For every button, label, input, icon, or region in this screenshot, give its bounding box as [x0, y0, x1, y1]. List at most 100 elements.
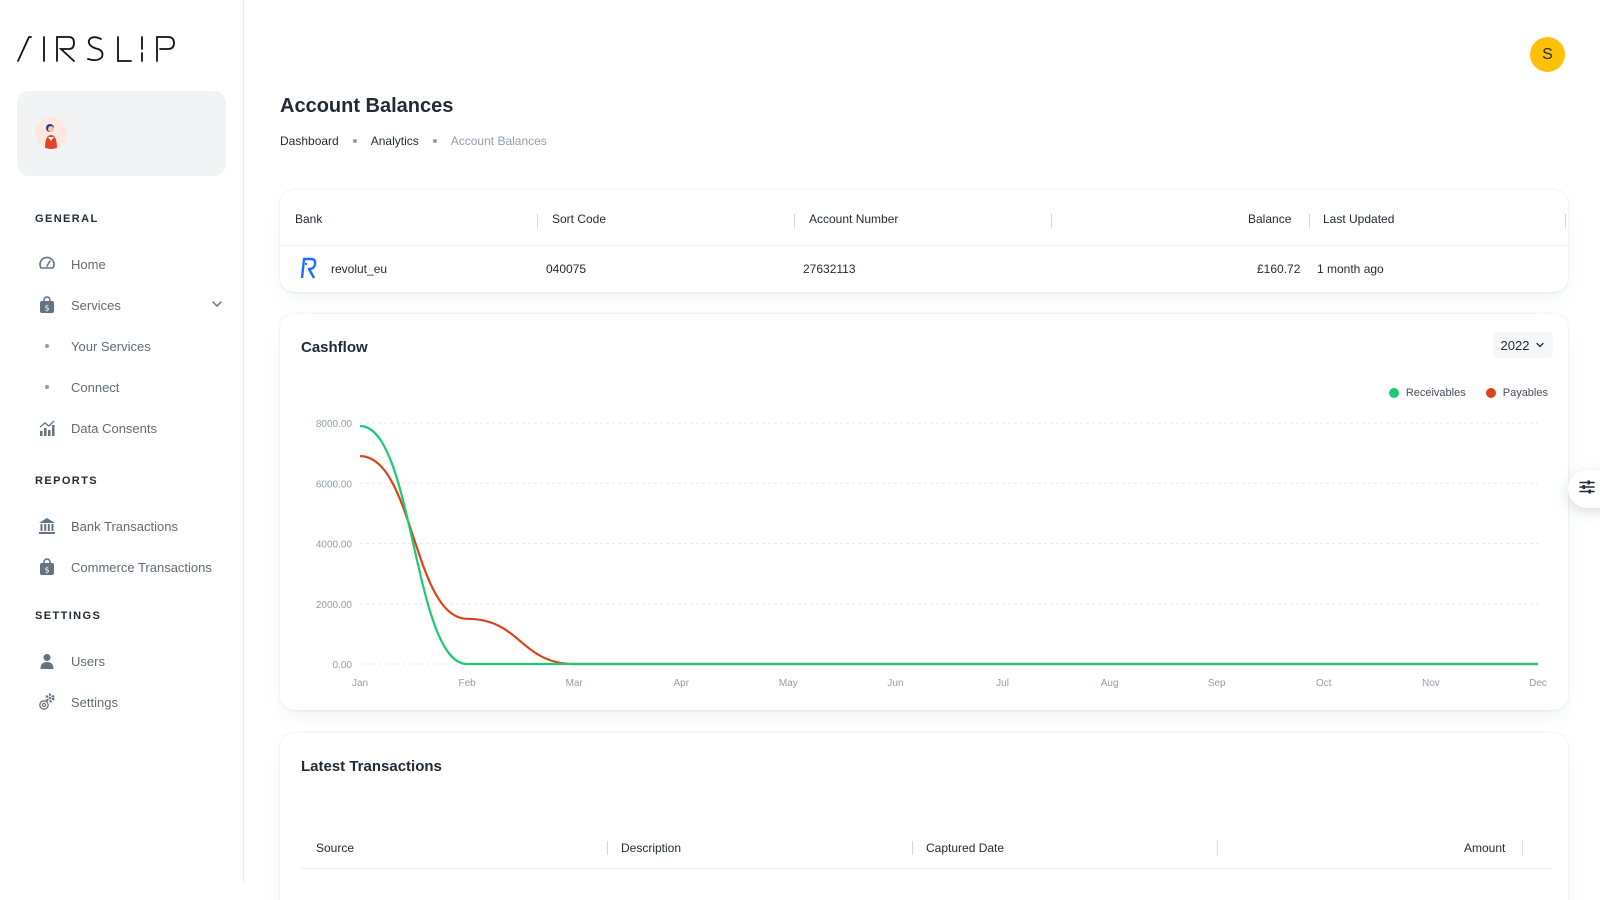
person-illustration-icon	[45, 124, 57, 149]
y-tick-label: 2000.00	[316, 600, 353, 611]
legend-label: Receivables	[1405, 387, 1466, 399]
table-header: Source Description Captured Date Amount	[301, 835, 1551, 869]
nav-section-settings: SETTINGS	[35, 610, 102, 622]
brand-logo[interactable]	[17, 33, 197, 63]
column-divider	[1565, 214, 1566, 228]
legend-item-payables[interactable]: Payables	[1485, 387, 1548, 399]
table-header: Bank Sort Code Account Number Balance La…	[280, 190, 1568, 246]
sidebar-item-label: Your Services	[71, 338, 151, 354]
column-header-sort-code[interactable]: Sort Code	[552, 212, 607, 226]
breadcrumb: Dashboard Analytics Account Balances	[280, 134, 547, 148]
nav-section-reports: REPORTS	[35, 475, 98, 487]
sidebar-item-label: Users	[71, 653, 105, 669]
account-number: 27632113	[803, 262, 856, 276]
nav-section-general: GENERAL	[35, 213, 99, 225]
user-icon	[35, 649, 59, 673]
sidebar-item-label: Commerce Transactions	[71, 559, 212, 575]
legend-item-receivables[interactable]: Receivables	[1388, 387, 1466, 399]
sidebar-item-home[interactable]: Home	[27, 246, 232, 282]
column-header-source[interactable]: Source	[316, 841, 355, 855]
column-divider	[607, 841, 608, 855]
y-tick-label: 4000.00	[316, 540, 353, 551]
x-tick-label: May	[779, 678, 798, 689]
series-line-receivables[interactable]	[359, 424, 1538, 666]
sidebar-item-users[interactable]: Users	[27, 643, 232, 679]
chart-legend: Receivables Payables	[1388, 387, 1548, 399]
breadcrumb-separator	[352, 139, 357, 143]
y-tick-label: 8000.00	[316, 419, 353, 430]
x-tick-label: Aug	[1101, 678, 1119, 689]
column-header-last-updated[interactable]: Last Updated	[1323, 212, 1395, 226]
page-title: Account Balances	[280, 95, 454, 117]
sidebar-item-label: Services	[71, 297, 121, 313]
sidebar-item-connect[interactable]: Connect	[27, 369, 232, 405]
user-avatar[interactable]: S	[1530, 37, 1565, 72]
bank-icon	[35, 514, 59, 538]
dashboard-gauge-icon	[35, 252, 59, 276]
revolut-logo-icon	[298, 256, 318, 285]
sort-code: 040075	[546, 262, 587, 276]
svg-text:$: $	[44, 304, 49, 313]
sidebar-item-label: Home	[71, 256, 106, 272]
breadcrumb-analytics[interactable]: Analytics	[370, 134, 419, 148]
x-tick-label: Jan	[352, 678, 368, 689]
sidebar-item-label: Bank Transactions	[71, 518, 178, 534]
breadcrumb-current: Account Balances	[450, 134, 547, 148]
column-divider	[912, 841, 913, 855]
series-line-payables[interactable]	[359, 455, 1538, 666]
legend-swatch	[1485, 388, 1496, 398]
column-header-balance[interactable]: Balance	[1248, 212, 1292, 226]
account-avatar	[35, 117, 67, 149]
bank-name: revolut_eu	[331, 262, 388, 276]
column-divider	[1522, 841, 1523, 855]
sidebar-item-commerce-transactions[interactable]: $ Commerce Transactions	[27, 549, 232, 585]
y-tick-label: 6000.00	[316, 479, 353, 490]
column-header-bank[interactable]: Bank	[295, 212, 323, 226]
last-updated: 1 month ago	[1317, 262, 1384, 276]
year-select[interactable]: 2022	[1493, 332, 1553, 358]
legend-swatch	[1388, 388, 1399, 398]
x-tick-label: Mar	[566, 678, 584, 689]
shopping-bag-icon: $	[35, 555, 59, 579]
legend-label: Payables	[1502, 387, 1548, 399]
column-divider	[1217, 841, 1218, 855]
sidebar-item-label: Settings	[71, 694, 118, 710]
balances-table-card: Bank Sort Code Account Number Balance La…	[280, 190, 1568, 292]
cashflow-title: Cashflow	[301, 339, 368, 356]
bullet-icon	[35, 385, 59, 389]
account-card[interactable]	[17, 91, 226, 176]
column-header-amount[interactable]: Amount	[1464, 841, 1506, 855]
gear-icon	[35, 690, 59, 714]
x-tick-label: Oct	[1316, 678, 1332, 689]
bullet-icon	[35, 344, 59, 348]
column-header-description[interactable]: Description	[621, 841, 682, 855]
column-divider	[537, 214, 538, 228]
x-tick-label: Apr	[673, 678, 689, 689]
sidebar-item-your-services[interactable]: Your Services	[27, 328, 232, 364]
sliders-icon	[1579, 479, 1595, 500]
breadcrumb-dashboard[interactable]: Dashboard	[280, 134, 339, 148]
x-tick-label: Jul	[996, 678, 1009, 689]
latest-transactions-card: Latest Transactions Source Description C…	[280, 733, 1568, 900]
display-settings-button[interactable]	[1568, 470, 1600, 508]
svg-text:$: $	[44, 566, 49, 575]
latest-transactions-title: Latest Transactions	[301, 758, 442, 775]
chevron-down-icon	[1535, 338, 1545, 353]
column-header-account-number[interactable]: Account Number	[809, 212, 899, 226]
column-divider	[1051, 214, 1052, 228]
cashflow-line-chart: 0.00 2000.00 4000.00 6000.00 8000.00 Jan Feb Ma…	[316, 419, 1547, 689]
sidebar-item-services[interactable]: $ Services	[27, 287, 232, 323]
sidebar-item-data-consents[interactable]: Data Consents	[27, 410, 232, 446]
x-tick-label: Sep	[1208, 678, 1226, 689]
sidebar-item-bank-transactions[interactable]: Bank Transactions	[27, 508, 232, 544]
x-tick-label: Feb	[458, 678, 476, 689]
column-header-captured-date[interactable]: Captured Date	[926, 841, 1005, 855]
x-tick-label: Nov	[1422, 678, 1440, 689]
chevron-down-icon[interactable]	[210, 297, 224, 314]
year-select-value: 2022	[1500, 337, 1530, 353]
sidebar-item-settings[interactable]: Settings	[27, 684, 232, 720]
x-tick-label: Jun	[887, 678, 903, 689]
column-divider	[794, 214, 795, 228]
breadcrumb-separator	[432, 139, 437, 143]
